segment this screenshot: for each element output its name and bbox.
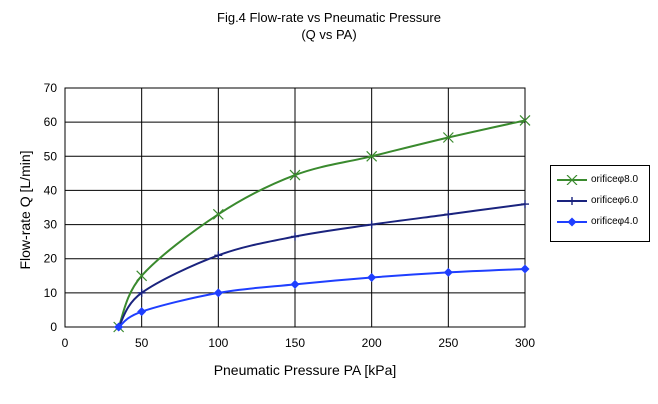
- chart-subtitle: (Q vs PA): [301, 27, 357, 42]
- data-point-series-2: [137, 288, 146, 297]
- data-point-series-2: [521, 200, 529, 209]
- legend-swatch-series-3: [557, 217, 587, 227]
- data-point-series-2: [214, 251, 223, 260]
- data-point-series-3: [213, 288, 223, 298]
- data-point-series-3: [290, 279, 300, 289]
- x-axis-label: Pneumatic Pressure PA [kPa]: [213, 362, 397, 378]
- legend-label-series-2: orificeφ6.0: [591, 195, 639, 206]
- legend-label-series-3: orificeφ4.0: [591, 216, 639, 227]
- legend-swatch-series-2: [557, 197, 587, 205]
- y-tick-label: 40: [44, 183, 58, 197]
- x-tick-label: 100: [208, 336, 228, 350]
- legend-item-series-3: orificeφ4.0: [551, 214, 649, 235]
- legend-label-series-1: orificeφ8.0: [591, 174, 639, 185]
- y-tick-label: 70: [44, 81, 58, 95]
- x-tick-label: 0: [62, 336, 69, 350]
- legend-marker-series-3: [567, 217, 577, 227]
- y-tick-label: 50: [44, 149, 58, 163]
- data-point-series-1: [442, 132, 454, 143]
- x-tick-label: 300: [515, 336, 535, 350]
- y-tick-label: 0: [50, 320, 57, 334]
- x-tick-label: 150: [285, 336, 305, 350]
- data-point-series-3: [114, 322, 124, 332]
- legend-item-series-1: orificeφ8.0: [551, 172, 649, 193]
- y-axis-label: Flow-rate Q [L/min]: [17, 150, 33, 270]
- data-point-series-1: [136, 270, 148, 282]
- chart-title: Fig.4 Flow-rate vs Pneumatic Pressure: [217, 10, 441, 25]
- data-point-series-3: [443, 267, 453, 277]
- data-point-series-2: [367, 220, 376, 229]
- data-point-series-2: [444, 210, 453, 219]
- legend-marker-series-1: [566, 175, 578, 185]
- x-tick-label: 50: [135, 336, 149, 350]
- y-tick-label: 30: [44, 218, 58, 232]
- data-point-series-1: [366, 150, 378, 162]
- legend-item-series-2: orificeφ6.0: [551, 193, 649, 214]
- data-point-series-2: [291, 232, 299, 241]
- x-tick-label: 250: [438, 336, 458, 350]
- x-tick-label: 200: [362, 336, 382, 350]
- data-point-series-1: [212, 208, 224, 220]
- legend-swatch-series-1: [557, 175, 587, 185]
- y-tick-label: 10: [44, 286, 58, 300]
- legend-marker-series-2: [568, 197, 576, 205]
- chart-legend: orificeφ8.0 orificeφ6.0 orificeφ4.0: [550, 165, 650, 242]
- y-tick-label: 20: [44, 252, 58, 266]
- data-point-series-3: [137, 307, 147, 317]
- data-point-series-3: [520, 264, 530, 274]
- y-tick-label: 60: [44, 115, 58, 129]
- data-point-series-3: [367, 272, 377, 282]
- data-point-series-1: [519, 115, 531, 126]
- data-point-series-1: [289, 169, 301, 181]
